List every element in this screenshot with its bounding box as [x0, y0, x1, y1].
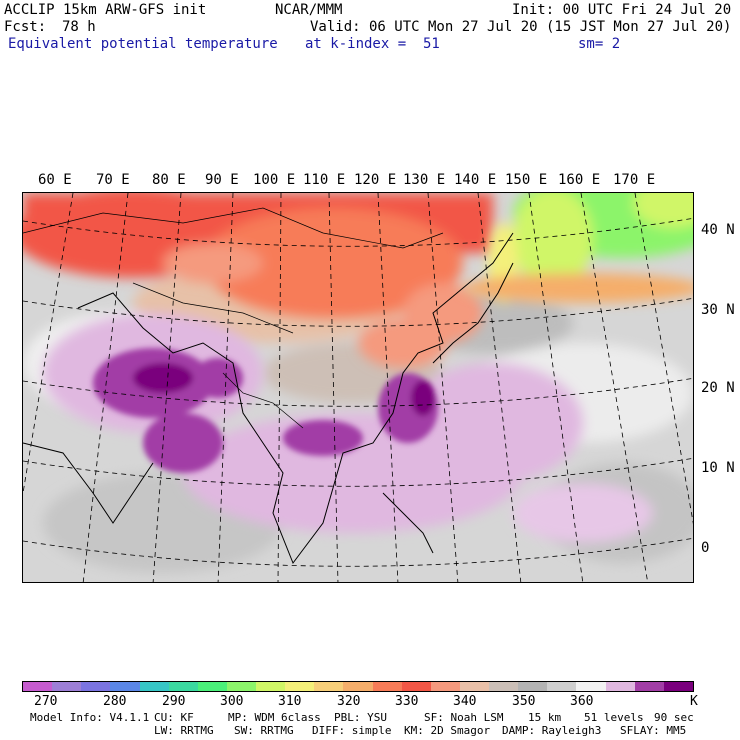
footer-pbl: PBL: YSU	[334, 711, 387, 724]
colorbar-segment	[576, 682, 606, 691]
lon-label: 110 E	[303, 172, 346, 188]
colorbar-segment	[547, 682, 577, 691]
colorbar-segment	[256, 682, 286, 691]
footer-sf: SF: Noah LSM	[424, 711, 504, 724]
purple-tropics-dark	[93, 348, 438, 473]
colorbar-segment	[52, 682, 82, 691]
lat-label: 10 N	[701, 460, 735, 476]
colorbar-tick: 320	[337, 694, 361, 709]
lat-label: 20 N	[701, 380, 735, 396]
lon-label: 100 E	[253, 172, 296, 188]
footer-sflay: SFLAY: MM5	[620, 724, 687, 737]
colorbar-segment	[663, 682, 693, 691]
colorbar-segment	[430, 682, 460, 691]
lon-label: 70 E	[96, 172, 130, 188]
high-theta-e-north	[23, 193, 493, 368]
borders	[23, 207, 444, 429]
lon-label: 170 E	[613, 172, 656, 188]
colorbar-segment	[489, 682, 519, 691]
footer-km: KM: 2D Smagor	[404, 724, 491, 737]
footer-levels: 51 levels	[584, 711, 644, 724]
valid-time: Valid: 06 UTC Mon 27 Jul 20 (15 JST Mon …	[310, 19, 732, 35]
colorbar-segment	[226, 682, 256, 691]
colorbar-tick: 270	[34, 694, 58, 709]
colorbar-segment	[139, 682, 169, 691]
model-title: ACCLIP 15km ARW-GFS init	[4, 2, 207, 18]
lon-label: 120 E	[354, 172, 397, 188]
lon-label: 160 E	[558, 172, 601, 188]
theta-e-field	[23, 193, 693, 582]
lon-label: 140 E	[454, 172, 497, 188]
colorbar-segment	[197, 682, 227, 691]
colorbar-segment	[343, 682, 373, 691]
lon-label: 150 E	[505, 172, 548, 188]
graticule	[23, 193, 693, 582]
colorbar-tick: 340	[453, 694, 477, 709]
footer-mp: MP: WDM 6class	[228, 711, 321, 724]
footer-resolution: 15 km	[528, 711, 562, 724]
colorbar-segment	[372, 682, 402, 691]
colorbar-segment	[110, 682, 140, 691]
colorbar-segment	[401, 682, 431, 691]
colorbar-tick: 310	[278, 694, 302, 709]
colorbar-segment	[518, 682, 548, 691]
map-panel	[22, 192, 694, 583]
footer-timestep: 90 sec	[654, 711, 694, 724]
colorbar-segment	[168, 682, 198, 691]
high-theta-e-northeast	[463, 193, 693, 303]
init-time: Init: 00 UTC Fri 24 Jul 20	[512, 2, 732, 18]
colorbar-tick: 330	[395, 694, 419, 709]
colorbar-tick: 360	[570, 694, 594, 709]
lon-label: 80 E	[152, 172, 186, 188]
lat-label: 30 N	[701, 302, 735, 318]
colorbar-tick: 290	[162, 694, 186, 709]
lon-label: 90 E	[205, 172, 239, 188]
colorbar-segment	[314, 682, 344, 691]
footer-damp: DAMP: Rayleigh3	[502, 724, 602, 737]
colorbar	[22, 681, 694, 692]
lat-label: 40 N	[701, 222, 735, 238]
colorbar-tick: 300	[220, 694, 244, 709]
colorbar-segment	[459, 682, 489, 691]
colorbar-tick: 350	[512, 694, 536, 709]
forecast-label: Fcst:	[4, 19, 47, 35]
lon-label: 60 E	[38, 172, 72, 188]
variable-name: Equivalent potential temperature	[8, 36, 278, 52]
lon-label: 130 E	[403, 172, 446, 188]
footer-cu: CU: KF	[154, 711, 194, 724]
purple-tropics-light	[43, 313, 653, 543]
colorbar-segment	[285, 682, 315, 691]
colorbar-tick: 280	[103, 694, 127, 709]
footer-model-info: Model Info: V4.1.1	[30, 711, 150, 724]
colorbar-segment	[634, 682, 664, 691]
colorbar-segment	[605, 682, 635, 691]
footer-diff: DIFF: simple	[312, 724, 392, 737]
organization: NCAR/MMM	[275, 2, 343, 18]
colorbar-segment	[81, 682, 111, 691]
forecast-hours: 78 h	[62, 19, 96, 35]
smoothing: sm= 2	[578, 36, 621, 52]
colorbar-segment	[23, 682, 53, 691]
colorbar-unit: K	[690, 694, 698, 709]
footer-sw: SW: RRTMG	[234, 724, 294, 737]
footer-lw: LW: RRTMG	[154, 724, 214, 737]
level-index: at k-index = 51	[305, 36, 440, 52]
lat-label: 0	[701, 540, 710, 556]
